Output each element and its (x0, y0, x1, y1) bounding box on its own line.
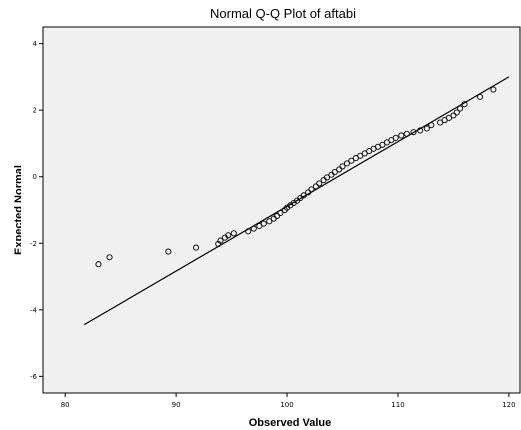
data-point (461, 101, 468, 108)
data-point (490, 86, 497, 93)
data-point (453, 109, 460, 116)
data-point (193, 244, 200, 251)
y-axis: -6 -4 -2 0 2 4 (30, 40, 43, 381)
data-point (217, 237, 224, 244)
data-point (250, 225, 257, 232)
data-point (230, 230, 237, 237)
data-point (417, 127, 424, 134)
y-tick-label: 2 (33, 107, 37, 115)
x-tick-label: 110 (391, 401, 404, 409)
data-point (277, 209, 284, 217)
y-tick-label: -2 (30, 240, 37, 248)
data-point (274, 212, 281, 220)
data-point (165, 248, 172, 255)
y-tick-label: -4 (30, 306, 38, 314)
data-point (423, 125, 430, 132)
data-point (316, 180, 323, 187)
y-tick-label: 0 (33, 173, 37, 181)
data-point (300, 192, 307, 199)
y-tick-label: 4 (33, 40, 38, 48)
data-point (398, 132, 405, 139)
x-tick-label: 80 (61, 401, 70, 409)
data-point (106, 254, 113, 261)
x-axis-label: Observed Value (249, 417, 332, 429)
x-tick-label: 90 (172, 401, 181, 409)
reference-line (83, 76, 510, 326)
data-point (336, 166, 343, 173)
chart-title: Normal Q-Q Plot of aftabi (210, 6, 356, 21)
data-point (308, 186, 315, 193)
data-point (477, 93, 484, 100)
data-point (410, 129, 417, 136)
data-point (225, 232, 232, 239)
data-point (305, 189, 312, 196)
data-point (450, 112, 457, 119)
data-point (348, 157, 355, 164)
data-point (323, 174, 331, 181)
y-tick-label: -6 (30, 373, 38, 381)
y-axis-label: Expected Normal (13, 165, 25, 255)
y-axis-label-clip-group: Expected Normal (13, 165, 25, 255)
data-point (428, 122, 435, 129)
x-axis: 80 90 100 110 120 (61, 393, 516, 409)
data-point (457, 105, 464, 112)
data-point (403, 130, 410, 137)
data-point (331, 169, 338, 176)
data-point (392, 134, 399, 141)
data-point (339, 163, 346, 170)
x-tick-label: 100 (280, 401, 293, 409)
data-point (245, 228, 252, 235)
data-points (95, 86, 497, 268)
x-tick-label: 120 (502, 401, 515, 409)
data-point (266, 218, 273, 225)
data-point (260, 220, 267, 227)
data-point (343, 160, 350, 167)
data-point (312, 183, 319, 190)
data-point (95, 261, 102, 268)
